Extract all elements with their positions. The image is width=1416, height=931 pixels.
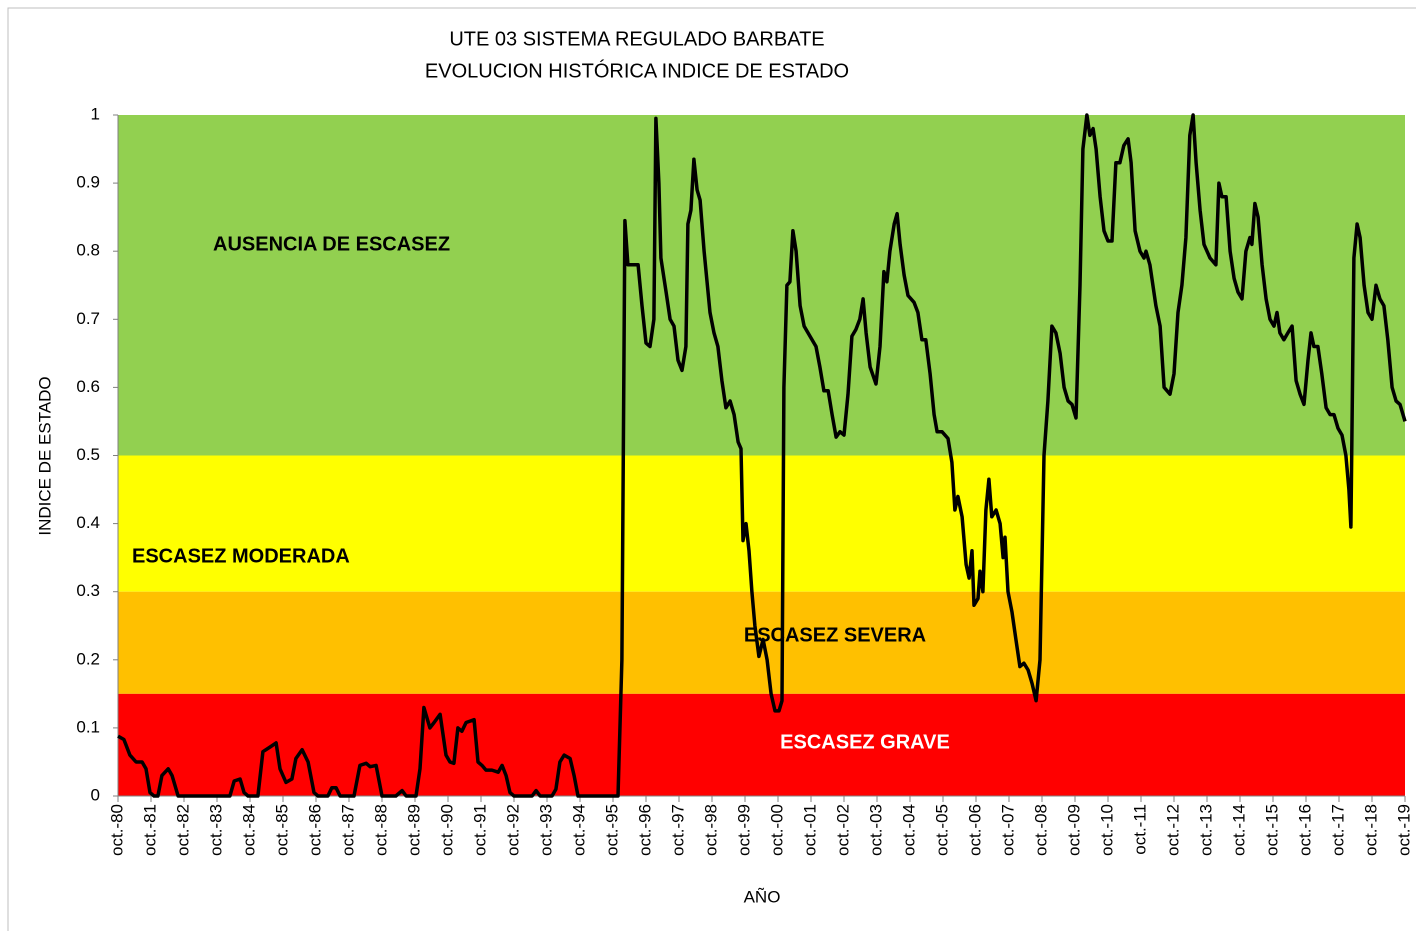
x-tick-label: oct.-00 xyxy=(767,804,786,856)
x-tick-label: oct.-06 xyxy=(965,804,984,856)
chart-title: UTE 03 SISTEMA REGULADO BARBATE xyxy=(449,28,824,50)
x-tick-label: oct.-04 xyxy=(899,804,918,856)
x-tick-label: oct.-16 xyxy=(1295,804,1314,856)
x-tick-label: oct.-83 xyxy=(206,804,225,856)
y-tick-label: 1 xyxy=(91,104,100,123)
x-tick-label: oct.-90 xyxy=(437,804,456,856)
x-tick-label: oct.-86 xyxy=(305,804,324,856)
band-label: ESCASEZ GRAVE xyxy=(780,731,950,753)
y-tick-label: 0 xyxy=(91,785,100,804)
x-tick-label: oct.-85 xyxy=(272,804,291,856)
x-tick-label: oct.-92 xyxy=(503,804,522,856)
x-axis-label: AÑO xyxy=(744,887,781,906)
x-tick-label: oct.-10 xyxy=(1097,804,1116,856)
y-axis-label: INDICE DE ESTADO xyxy=(35,376,54,535)
x-tick-label: oct.-98 xyxy=(701,804,720,856)
x-tick-label: oct.-99 xyxy=(734,804,753,856)
x-tick-label: oct.-12 xyxy=(1163,804,1182,856)
y-tick-label: 0.5 xyxy=(76,445,100,464)
x-tick-label: oct.-02 xyxy=(833,804,852,856)
x-tick-label: oct.-88 xyxy=(371,804,390,856)
x-tick-label: oct.-19 xyxy=(1394,804,1413,856)
x-tick-label: oct.-07 xyxy=(998,804,1017,856)
x-tick-label: oct.-96 xyxy=(635,804,654,856)
x-tick-label: oct.-97 xyxy=(668,804,687,856)
band-label: ESCASEZ MODERADA xyxy=(132,545,350,567)
x-tick-label: oct.-14 xyxy=(1229,804,1248,856)
y-tick-label: 0.9 xyxy=(76,173,100,192)
band-label: AUSENCIA DE ESCASEZ xyxy=(213,233,450,255)
x-tick-label: oct.-18 xyxy=(1361,804,1380,856)
band xyxy=(118,455,1405,592)
band-label: ESCASEZ SEVERA xyxy=(744,624,926,646)
x-tick-label: oct.-95 xyxy=(602,804,621,856)
x-tick-label: oct.-80 xyxy=(107,804,126,856)
x-tick-label: oct.-84 xyxy=(239,804,258,856)
x-tick-label: oct.-11 xyxy=(1130,804,1149,855)
x-tick-label: oct.-13 xyxy=(1196,804,1215,856)
x-tick-label: oct.-09 xyxy=(1064,804,1083,856)
x-tick-label: oct.-01 xyxy=(800,804,819,856)
x-tick-label: oct.-82 xyxy=(173,804,192,856)
band xyxy=(118,693,1405,796)
x-tick-label: oct.-05 xyxy=(932,804,951,856)
y-tick-label: 0.3 xyxy=(76,581,100,600)
x-tick-label: oct.-08 xyxy=(1031,804,1050,856)
x-tick-label: oct.-91 xyxy=(470,804,489,856)
x-tick-label: oct.-81 xyxy=(140,804,159,856)
y-tick-label: 0.6 xyxy=(76,377,100,396)
x-tick-label: oct.-93 xyxy=(536,804,555,856)
x-tick-label: oct.-94 xyxy=(569,804,588,856)
plot-area xyxy=(113,113,1407,802)
x-tick-label: oct.-03 xyxy=(866,804,885,856)
y-tick-label: 0.1 xyxy=(76,717,100,736)
x-tick-label: oct.-15 xyxy=(1262,804,1281,856)
y-tick-label: 0.4 xyxy=(76,513,100,532)
x-tick-label: oct.-17 xyxy=(1328,804,1347,856)
y-tick-label: 0.8 xyxy=(76,241,100,260)
x-tick-label: oct.-87 xyxy=(338,804,357,856)
band xyxy=(118,115,1405,456)
y-tick-label: 0.7 xyxy=(76,309,100,328)
y-tick-label: 0.2 xyxy=(76,649,100,668)
chart-subtitle: EVOLUCION HISTÓRICA INDICE DE ESTADO xyxy=(425,59,849,82)
x-tick-label: oct.-89 xyxy=(404,804,423,856)
data-line xyxy=(117,113,1407,798)
